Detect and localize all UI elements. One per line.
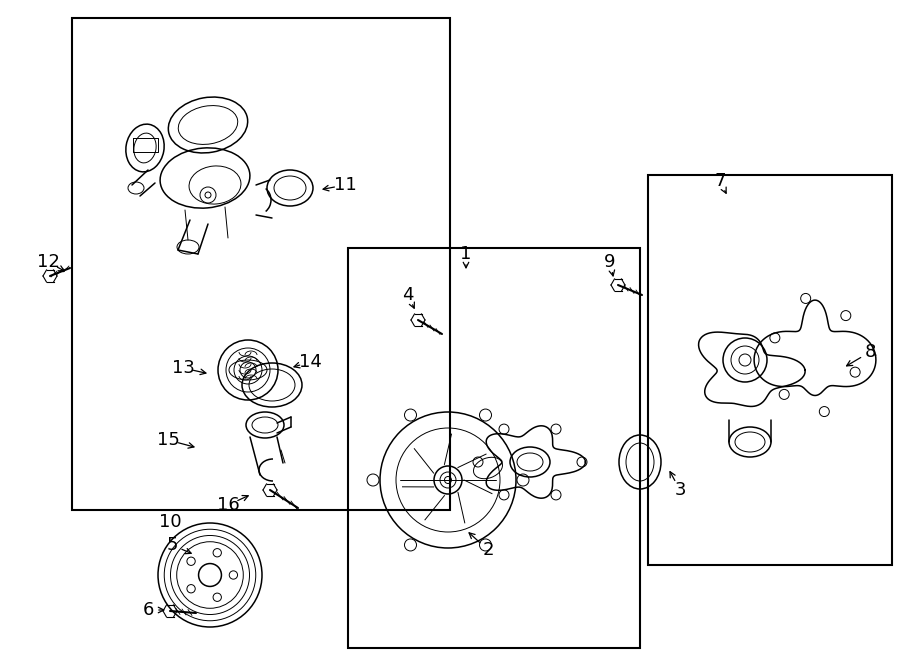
- Text: 8: 8: [864, 343, 876, 361]
- Text: 11: 11: [334, 176, 356, 194]
- Text: 6: 6: [142, 601, 154, 619]
- Text: 9: 9: [604, 253, 616, 271]
- Text: 3: 3: [674, 481, 686, 499]
- Text: 12: 12: [37, 253, 59, 271]
- Text: 10: 10: [158, 513, 181, 531]
- Bar: [72, 18, 450, 510]
- Text: 4: 4: [402, 286, 414, 304]
- Text: 5: 5: [166, 536, 178, 554]
- Text: 2: 2: [482, 541, 494, 559]
- Text: 13: 13: [172, 359, 194, 377]
- Text: 15: 15: [157, 431, 179, 449]
- Text: 7: 7: [715, 172, 725, 190]
- Text: 16: 16: [217, 496, 239, 514]
- Text: 14: 14: [299, 353, 321, 371]
- Text: 1: 1: [460, 245, 472, 263]
- Bar: [348, 248, 640, 648]
- Bar: [648, 175, 892, 565]
